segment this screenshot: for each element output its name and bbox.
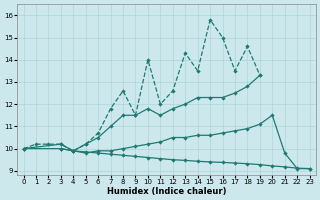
- X-axis label: Humidex (Indice chaleur): Humidex (Indice chaleur): [107, 187, 226, 196]
